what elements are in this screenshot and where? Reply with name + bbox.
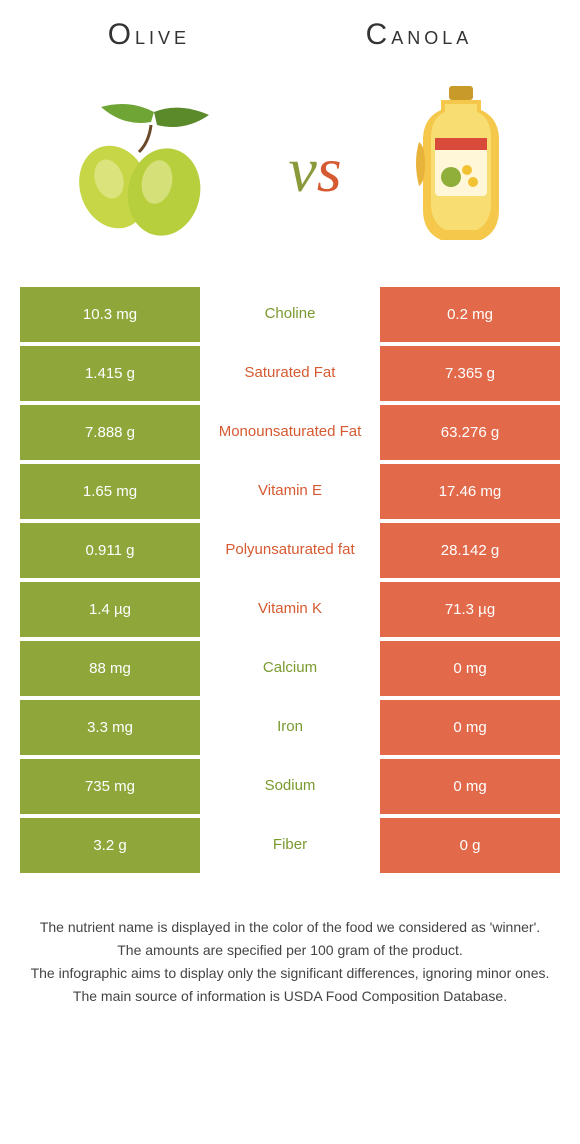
nutrient-label: Monounsaturated Fat: [200, 405, 380, 460]
footer-line: The infographic aims to display only the…: [30, 963, 550, 984]
footer-notes: The nutrient name is displayed in the co…: [0, 877, 580, 1029]
nutrient-label: Choline: [200, 287, 380, 342]
vs-v: v: [288, 134, 316, 205]
value-canola: 17.46 mg: [380, 464, 560, 519]
table-row: 1.415 gSaturated Fat7.365 g: [20, 346, 560, 401]
table-row: 1.4 µgVitamin K71.3 µg: [20, 582, 560, 637]
value-canola: 0 mg: [380, 641, 560, 696]
comparison-table: 10.3 mgCholine0.2 mg1.415 gSaturated Fat…: [0, 287, 580, 873]
table-row: 88 mgCalcium0 mg: [20, 641, 560, 696]
hero-row: vs: [0, 62, 580, 287]
canola-icon: [401, 82, 521, 257]
nutrient-label: Calcium: [200, 641, 380, 696]
table-row: 7.888 gMonounsaturated Fat63.276 g: [20, 405, 560, 460]
value-canola: 0 mg: [380, 700, 560, 755]
value-olive: 10.3 mg: [20, 287, 200, 342]
title-olive: Olive: [108, 18, 190, 52]
value-canola: 7.365 g: [380, 346, 560, 401]
nutrient-label: Sodium: [200, 759, 380, 814]
vs-s: s: [317, 134, 342, 205]
value-olive: 3.2 g: [20, 818, 200, 873]
nutrient-label: Fiber: [200, 818, 380, 873]
value-olive: 0.911 g: [20, 523, 200, 578]
value-olive: 1.65 mg: [20, 464, 200, 519]
value-canola: 28.142 g: [380, 523, 560, 578]
table-row: 0.911 gPolyunsaturated fat28.142 g: [20, 523, 560, 578]
nutrient-label: Vitamin E: [200, 464, 380, 519]
vs-label: vs: [288, 133, 341, 207]
table-row: 1.65 mgVitamin E17.46 mg: [20, 464, 560, 519]
nutrient-label: Iron: [200, 700, 380, 755]
value-olive: 3.3 mg: [20, 700, 200, 755]
value-canola: 0 mg: [380, 759, 560, 814]
nutrient-label: Polyunsaturated fat: [200, 523, 380, 578]
value-olive: 1.4 µg: [20, 582, 200, 637]
footer-line: The main source of information is USDA F…: [30, 986, 550, 1007]
value-canola: 71.3 µg: [380, 582, 560, 637]
title-canola: Canola: [366, 18, 473, 52]
value-olive: 88 mg: [20, 641, 200, 696]
value-olive: 735 mg: [20, 759, 200, 814]
olive-icon: [59, 97, 229, 242]
footer-line: The amounts are specified per 100 gram o…: [30, 940, 550, 961]
value-canola: 63.276 g: [380, 405, 560, 460]
table-row: 10.3 mgCholine0.2 mg: [20, 287, 560, 342]
value-canola: 0 g: [380, 818, 560, 873]
nutrient-label: Saturated Fat: [200, 346, 380, 401]
nutrient-label: Vitamin K: [200, 582, 380, 637]
value-olive: 7.888 g: [20, 405, 200, 460]
value-canola: 0.2 mg: [380, 287, 560, 342]
value-olive: 1.415 g: [20, 346, 200, 401]
table-row: 735 mgSodium0 mg: [20, 759, 560, 814]
table-row: 3.3 mgIron0 mg: [20, 700, 560, 755]
table-row: 3.2 gFiber0 g: [20, 818, 560, 873]
footer-line: The nutrient name is displayed in the co…: [30, 917, 550, 938]
header: Olive Canola: [0, 0, 580, 62]
